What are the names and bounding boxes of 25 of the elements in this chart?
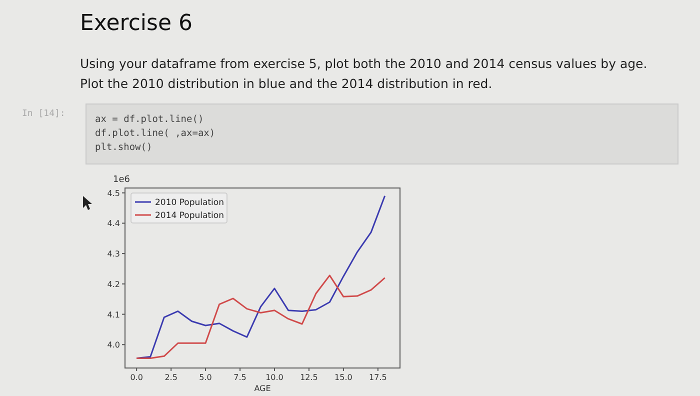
text: 1e6 [113,175,130,185]
y-tick-label: 4.4 [107,219,120,228]
y-tick-label: 4.1 [107,310,120,320]
legend-label: 2014 Population [155,211,224,221]
legend-label: 2010 Population [155,198,224,208]
x-tick-label: 12.5 [300,373,318,382]
x-tick-label: 2.5 [164,373,178,382]
chart-title: Exercise 6 [80,11,193,36]
x-tick-label: 17.5 [369,373,387,382]
text: plt.show() [95,142,152,153]
y-tick-label: 4.3 [107,250,120,259]
x-tick-label: 7.5 [234,373,246,382]
y-tick-label: 4.0 [107,340,120,350]
text: In [14]: [22,109,66,119]
text: df.plot.line( ,ax=ax) [95,128,216,139]
x-tick-label: 0.0 [130,373,143,382]
chart-subtitle: Using your dataframe from exercise 5, plot both the 2010 and 2014 census values by age. Plot the 2010 distribution in blue and the 2014 distribution in red. [80,56,648,91]
x-tick-label: 10.0 [266,373,284,382]
x-axis-title: AGE [254,384,271,393]
y-tick-label: 4.5 [107,188,120,198]
y-tick-label: 4.2 [107,280,120,289]
x-tick-label: 15.0 [334,373,352,382]
line-series [136,274,386,360]
text: ax = df.plot.line() [95,114,204,125]
x-tick-label: 5.0 [199,373,212,382]
